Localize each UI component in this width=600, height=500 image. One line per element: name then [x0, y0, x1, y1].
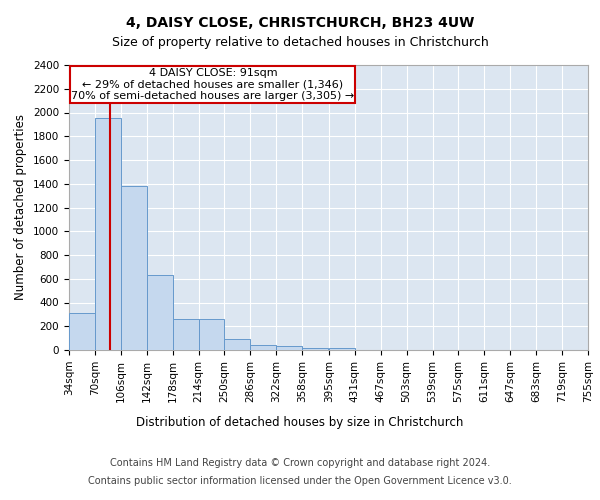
Bar: [70, 66, 355, 103]
Bar: [224, 338, 250, 350]
Bar: [173, 318, 199, 350]
Text: Distribution of detached houses by size in Christchurch: Distribution of detached houses by size …: [136, 416, 464, 429]
Text: 70% of semi-detached houses are larger (3,305) →: 70% of semi-detached houses are larger (…: [71, 92, 355, 102]
Bar: [69, 313, 95, 350]
Text: Size of property relative to detached houses in Christchurch: Size of property relative to detached ho…: [112, 36, 488, 49]
Text: 4 DAISY CLOSE: 91sqm: 4 DAISY CLOSE: 91sqm: [149, 68, 277, 78]
Bar: [329, 348, 355, 350]
Bar: [147, 275, 173, 350]
Text: ← 29% of detached houses are smaller (1,346): ← 29% of detached houses are smaller (1,…: [82, 80, 344, 90]
Text: 4, DAISY CLOSE, CHRISTCHURCH, BH23 4UW: 4, DAISY CLOSE, CHRISTCHURCH, BH23 4UW: [126, 16, 474, 30]
Bar: [95, 118, 121, 350]
Y-axis label: Number of detached properties: Number of detached properties: [14, 114, 28, 300]
Bar: [121, 186, 147, 350]
Text: Contains public sector information licensed under the Open Government Licence v3: Contains public sector information licen…: [88, 476, 512, 486]
Bar: [199, 318, 224, 350]
Text: Contains HM Land Registry data © Crown copyright and database right 2024.: Contains HM Land Registry data © Crown c…: [110, 458, 490, 468]
Bar: [302, 348, 328, 350]
Bar: [277, 346, 302, 350]
Bar: [250, 344, 277, 350]
